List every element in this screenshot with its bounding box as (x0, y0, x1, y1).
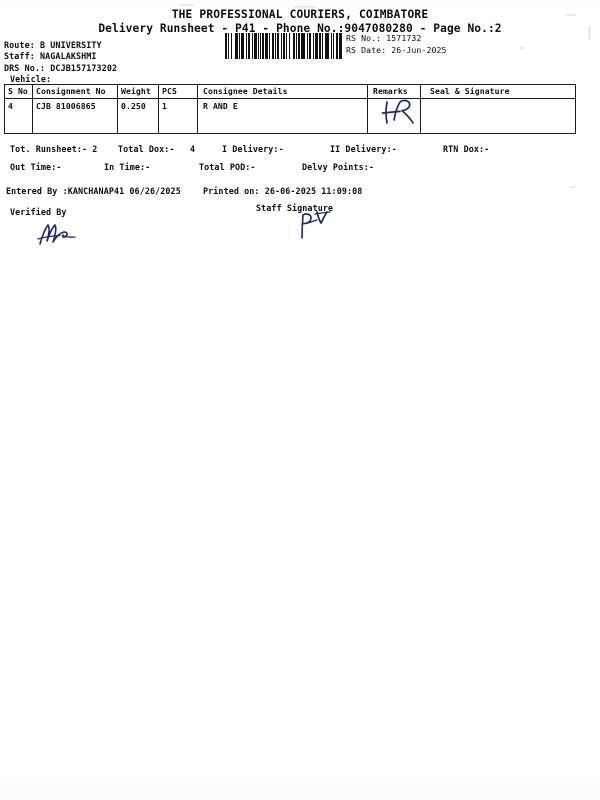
cell-consignment-no: CJB 81006865 (32, 98, 118, 134)
totals-row-1: Tot. Runsheet:- 2 Total Dox:- 4 I Delive… (0, 144, 600, 156)
in-time: In Time:- (104, 162, 151, 172)
table-row: 4 CJB 81006865 0.250 1 R AND E (4, 98, 576, 134)
out-time: Out Time:- (10, 162, 62, 172)
cell-seal-signature (420, 98, 576, 134)
cell-remarks (367, 98, 421, 134)
column-header-weight: Weight (117, 84, 159, 99)
page-subtitle: Delivery Runsheet - P41 - Phone No.:9047… (98, 22, 502, 35)
vehicle-line: Vehicle: (10, 74, 52, 85)
staff-signature-label: Staff Signature (256, 203, 334, 213)
tot-runsheet: Tot. Runsheet:- 2 (10, 144, 98, 154)
total-pod: Total POD:- (199, 162, 256, 172)
column-header-consignee-details: Consignee Details (197, 84, 368, 99)
consignment-table: S No Consignment No Weight PCS Consignee… (4, 84, 576, 134)
rs-date-line: RS Date: 26-Jun-2025 (346, 44, 447, 55)
cell-s-no: 4 (4, 98, 33, 134)
consignment-meta-right: RS No.: 1571732 RS Date: 26-Jun-2025 (346, 33, 447, 56)
total-dox-value: 4 (190, 144, 196, 154)
scan-artifact (294, 6, 316, 8)
column-header-consignment-no: Consignment No (32, 84, 118, 99)
column-header-pcs: PCS (158, 84, 198, 99)
printed-on-line: Printed on: 26-06-2025 11:09:08 (203, 186, 363, 196)
cell-pcs: 1 (158, 98, 198, 134)
total-dox-label: Total Dox:- (118, 144, 175, 154)
table-header-row: S No Consignment No Weight PCS Consignee… (4, 84, 576, 99)
scan-artifact (520, 47, 525, 49)
entered-by-line: Entered By :KANCHANAP41 06/26/2025 (6, 186, 181, 196)
scan-artifact (570, 186, 576, 188)
scan-artifact (566, 14, 576, 16)
drs-no-line: DRS No.: DCJB157173202 (4, 62, 118, 73)
rs-no-line: RS No.: 1571732 (346, 33, 422, 43)
i-delivery: I Delivery:- (222, 144, 284, 154)
verified-by-label: Verified By (10, 207, 67, 217)
barcode-icon (225, 33, 343, 59)
scan-artifact (588, 26, 591, 40)
column-header-s-no: S No (4, 84, 33, 99)
scan-artifact (180, 4, 194, 6)
totals-row-2: Out Time:- In Time:- Total POD:- Delvy P… (0, 162, 600, 174)
delvy-points: Delvy Points:- (302, 162, 374, 172)
page-title: THE PROFESSIONAL COURIERS, COIMBATORE (171, 8, 429, 21)
consignment-meta-left: Route: B UNIVERSITY Staff: NAGALAKSHMI D… (4, 40, 117, 86)
verified-by-handwriting (36, 222, 80, 252)
route-line: Route: B UNIVERSITY (4, 40, 102, 50)
staff-line: Staff: NAGALAKSHMI (4, 51, 97, 62)
rtn-dox: RTN Dox:- (443, 144, 490, 154)
column-header-seal-signature: Seal & Signature (420, 84, 576, 99)
cell-consignee-details: R AND E (197, 98, 368, 134)
cell-weight: 0.250 (117, 98, 159, 134)
staff-signature-handwriting (295, 210, 337, 242)
column-header-remarks: Remarks (367, 84, 421, 99)
ii-delivery: II Delivery:- (330, 144, 397, 154)
